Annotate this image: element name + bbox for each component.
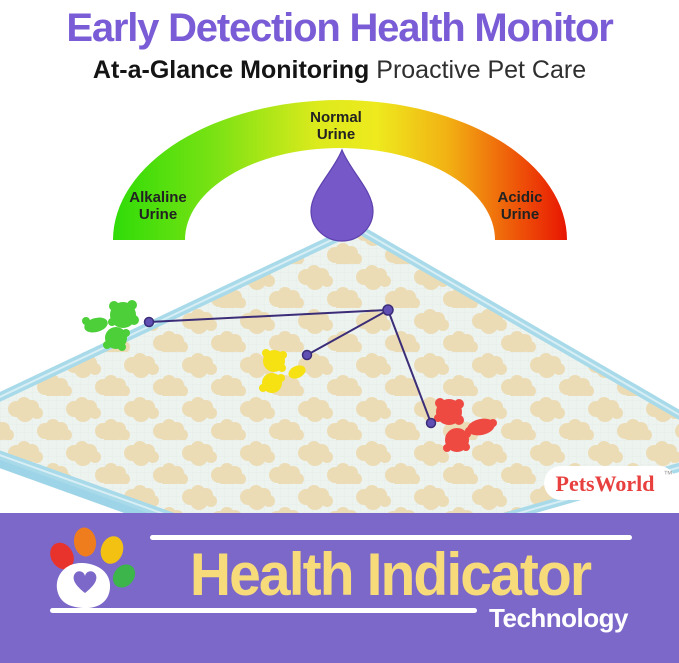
paw-heart-icon xyxy=(50,527,136,609)
gauge-label-normal: Normal Urine xyxy=(310,109,362,143)
brand-logo-text: PetsWorld xyxy=(556,471,655,496)
pad-surface xyxy=(0,222,679,513)
subtitle: At-a-Glance Monitoring Proactive Pet Care xyxy=(0,54,679,86)
acidic-stain xyxy=(434,398,497,452)
subtitle-bold: At-a-Glance Monitoring xyxy=(92,56,370,84)
gauge-label-acidic: Acidic Urine xyxy=(497,189,543,223)
ph-gauge xyxy=(113,100,567,242)
divider-top xyxy=(150,535,632,540)
banner-subheading: Technology xyxy=(489,603,628,633)
divider-bottom xyxy=(50,608,477,613)
brand-trademark: ™ xyxy=(664,469,673,479)
page-title: Early Detection Health Monitor xyxy=(66,6,614,50)
pee-pad: PetsWorld ™ xyxy=(0,222,679,513)
brand-logo: PetsWorld ™ xyxy=(544,466,676,500)
stain-connector-lines xyxy=(143,304,437,429)
subtitle-regular: Proactive Pet Care xyxy=(376,56,587,84)
normal-stain xyxy=(259,349,306,393)
gauge-label-alkaline: Alkaline Urine xyxy=(129,189,187,223)
alkaline-stain xyxy=(82,300,139,351)
gauge-arc xyxy=(113,100,567,240)
droplet-icon xyxy=(310,148,374,242)
banner-heading: Health Indicator xyxy=(189,541,592,608)
banner: Health Indicator Technology xyxy=(0,513,679,663)
